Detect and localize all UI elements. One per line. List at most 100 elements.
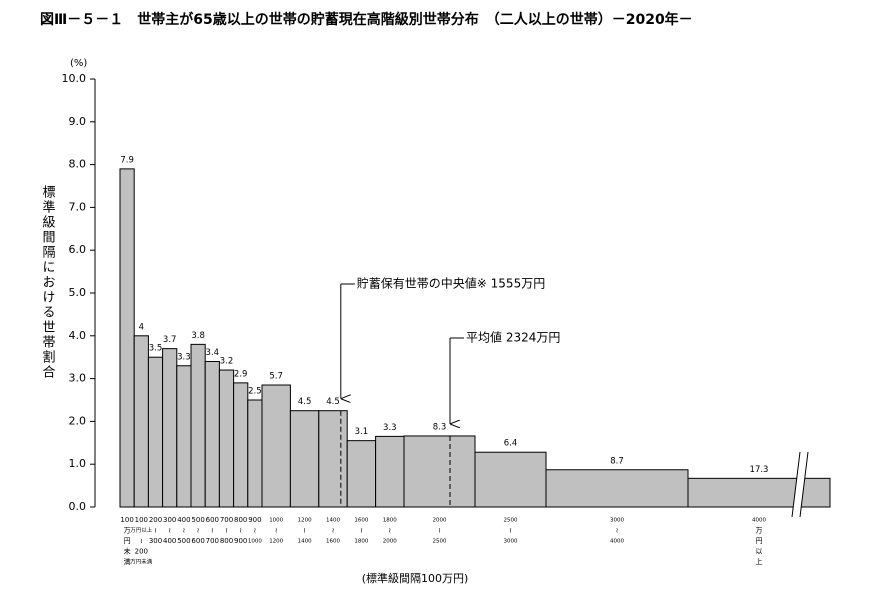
bar [346, 440, 377, 508]
bar [133, 335, 149, 508]
data-label: 2.9 [234, 369, 248, 379]
x-tick-label: 900 [234, 537, 247, 545]
bar [318, 410, 348, 508]
y-unit: (%) [70, 58, 87, 69]
x-tick-label: 未 [124, 547, 131, 556]
data-label: 3.3 [177, 352, 191, 362]
y-tick-label: 2.0 [69, 414, 87, 427]
x-tick-label: 100 [120, 516, 133, 524]
x-tick-label: 1800 [354, 539, 368, 545]
x-tick-label: 3000 [504, 539, 518, 545]
data-label: 3.5 [149, 344, 163, 354]
data-label: 17.3 [750, 465, 769, 475]
x-tick-label: 1400 [326, 518, 340, 524]
y-tick-label: 8.0 [69, 158, 87, 171]
x-tick-label: 700 [206, 537, 219, 545]
bar [190, 343, 206, 508]
data-label: 3.1 [355, 427, 369, 437]
x-tick-label: 300 [163, 516, 176, 524]
y-tick-label: 5.0 [69, 286, 87, 299]
data-label: 6.4 [504, 439, 518, 449]
x-tick-label: 500 [177, 537, 190, 545]
bar [218, 369, 235, 508]
bar [289, 410, 320, 508]
x-tick-label: 1000 [269, 518, 283, 524]
x-tick-label: 1200 [269, 539, 283, 545]
axis-break [791, 451, 801, 518]
x-tick-label: 1400 [298, 539, 312, 545]
data-label: 3.7 [163, 335, 177, 345]
axis-break [799, 451, 809, 518]
x-tick-label: ≀ [140, 537, 143, 545]
x-tick-label: ≀ [211, 527, 214, 535]
y-tick-label: 6.0 [69, 243, 87, 256]
axis-break [792, 452, 808, 517]
x-tick-label: ≀ [303, 527, 306, 535]
data-label: 8.7 [610, 456, 624, 466]
x-tick-label: 4000 [752, 518, 766, 524]
x-tick-label: ≀ [616, 527, 619, 535]
annotation: 平均値 2324万円 [466, 330, 560, 345]
data-label: 4.5 [326, 397, 340, 407]
x-tick-label: ≀ [225, 527, 228, 535]
data-label: 4 [139, 322, 144, 332]
data-label: 3.8 [191, 331, 205, 341]
x-tick-label: 上 [756, 557, 763, 566]
x-tick-label: ≀ [239, 527, 242, 535]
x-tick-label: ≀ [438, 527, 441, 535]
y-axis-label: 標準級間隔における世帯割合 [40, 185, 56, 380]
y-tick-label: 0.0 [69, 500, 87, 513]
x-tick-label: 2000 [433, 518, 447, 524]
x-tick-label: 100 [135, 516, 148, 524]
x-tick-label: ≀ [275, 527, 278, 535]
x-tick-label: 300 [149, 537, 162, 545]
x-tick-label: ≀ [509, 527, 512, 535]
x-tick-label: 200 [149, 516, 162, 524]
bar [545, 469, 689, 508]
x-tick-label: ≀ [388, 527, 391, 535]
data-label: 3.3 [383, 423, 397, 433]
y-tick-label: 10.0 [62, 72, 87, 85]
x-tick-label: 700 [220, 516, 233, 524]
x-tick-label: 3000 [610, 518, 624, 524]
x-tick-label: 1200 [298, 518, 312, 524]
bar [687, 477, 831, 508]
x-tick-label: 以 [756, 548, 763, 556]
x-tick-label: ≀ [254, 527, 257, 535]
x-tick-label: 400 [177, 516, 190, 524]
data-label: 5.7 [269, 372, 283, 382]
bar [261, 384, 291, 508]
bar [474, 451, 547, 508]
x-tick-label: ≀ [183, 527, 186, 535]
bar [233, 382, 249, 508]
x-tick-label: ≀ [360, 527, 363, 535]
x-tick-label: ≀ [332, 527, 335, 535]
x-tick-label: 200 [135, 548, 148, 556]
x-tick-label: ≀ [154, 527, 157, 535]
x-tick-label: 1800 [383, 518, 397, 524]
x-tick-label: ≀ [197, 527, 200, 535]
x-tick-label: 円 [124, 537, 131, 545]
data-label: 3.4 [206, 348, 220, 358]
data-label: 4.5 [298, 397, 312, 407]
bar [147, 356, 164, 508]
x-tick-label: 2000 [383, 539, 397, 545]
x-tick-label: 900 [248, 516, 261, 524]
y-tick-label: 3.0 [69, 372, 87, 385]
x-tick-label: 万円以上 [130, 526, 153, 534]
y-tick-label: 1.0 [69, 457, 87, 470]
y-tick-label: 9.0 [69, 115, 87, 128]
x-tick-label: 万 [756, 527, 763, 535]
data-label: 7.9 [120, 155, 134, 165]
x-tick-label: 1000 [248, 539, 262, 545]
chart-title: 図Ⅲ－５－１ 世帯主が65歳以上の世帯の貯蓄現在高階級別世帯分布 （二人以上の世… [40, 11, 693, 28]
x-tick-label: 万 [124, 527, 131, 535]
bar [375, 435, 405, 508]
annotation: 貯蓄保有世帯の中央値※ 1555万円 [357, 276, 545, 291]
data-label: 2.5 [248, 387, 262, 397]
x-tick-label: 4000 [610, 539, 624, 545]
x-tick-label: 万円未満 [130, 558, 153, 566]
x-tick-label: 400 [163, 537, 176, 545]
bar [204, 360, 220, 508]
